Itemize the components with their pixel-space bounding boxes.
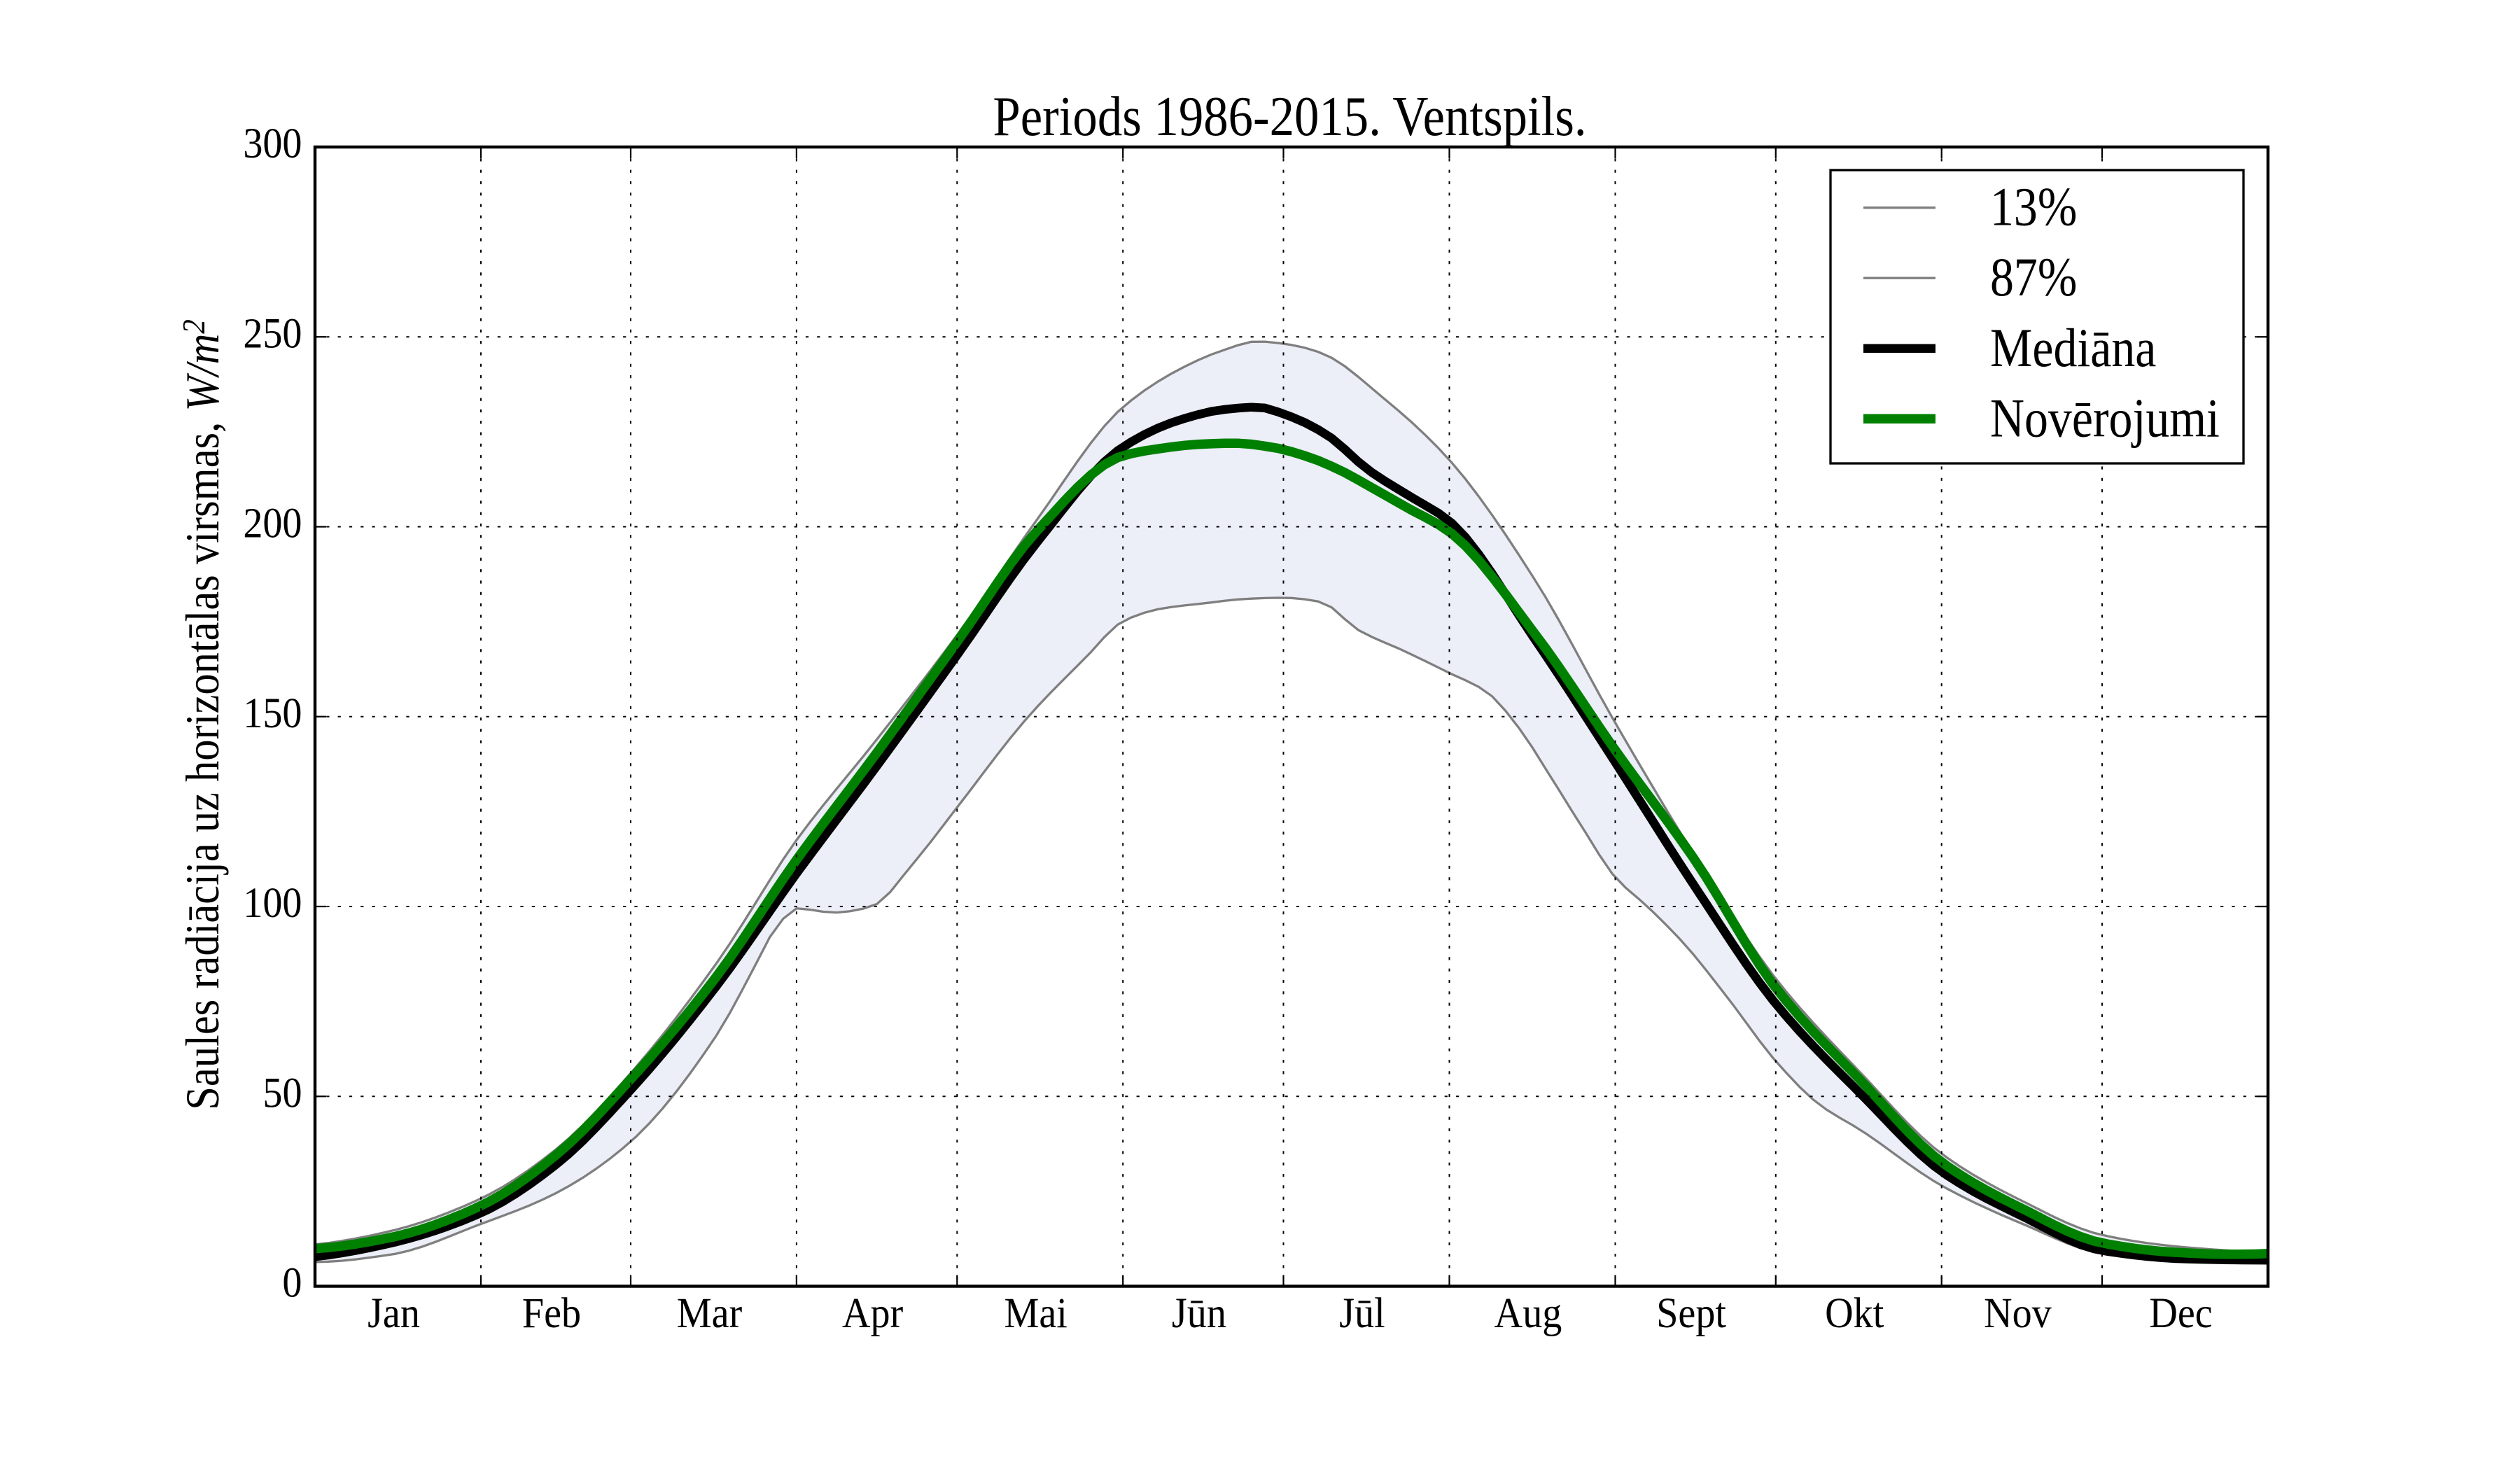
svg-text:Jūn: Jūn <box>1172 1289 1226 1337</box>
svg-text:Mediāna: Mediāna <box>1990 317 2156 377</box>
svg-text:Periods 1986-2015. Ventspils.: Periods 1986-2015. Ventspils. <box>993 86 1586 148</box>
svg-text:Mai: Mai <box>1004 1289 1067 1337</box>
svg-text:87%: 87% <box>1990 247 2077 307</box>
svg-text:Apr: Apr <box>842 1289 903 1337</box>
svg-text:Sept: Sept <box>1656 1289 1726 1337</box>
svg-text:Dec: Dec <box>2149 1289 2212 1337</box>
svg-text:300: 300 <box>243 120 302 167</box>
svg-text:Nov: Nov <box>1984 1289 2052 1337</box>
svg-text:Aug: Aug <box>1494 1289 1562 1337</box>
svg-text:Novērojumi: Novērojumi <box>1990 388 2220 448</box>
svg-text:100: 100 <box>243 879 302 927</box>
svg-text:150: 150 <box>243 690 302 737</box>
svg-text:Jūl: Jūl <box>1339 1289 1385 1337</box>
svg-text:13%: 13% <box>1990 176 2077 237</box>
svg-text:Mar: Mar <box>677 1289 743 1337</box>
svg-text:0: 0 <box>282 1259 302 1306</box>
svg-text:Jan: Jan <box>368 1289 420 1337</box>
svg-text:250: 250 <box>243 309 302 357</box>
svg-text:200: 200 <box>243 499 302 547</box>
svg-text:Feb: Feb <box>522 1289 581 1337</box>
svg-text:Okt: Okt <box>1825 1289 1884 1337</box>
svg-text:Saules radiācija uz horizontāl: Saules radiācija uz horizontālas virsmas… <box>176 319 229 1110</box>
svg-text:50: 50 <box>262 1069 302 1116</box>
